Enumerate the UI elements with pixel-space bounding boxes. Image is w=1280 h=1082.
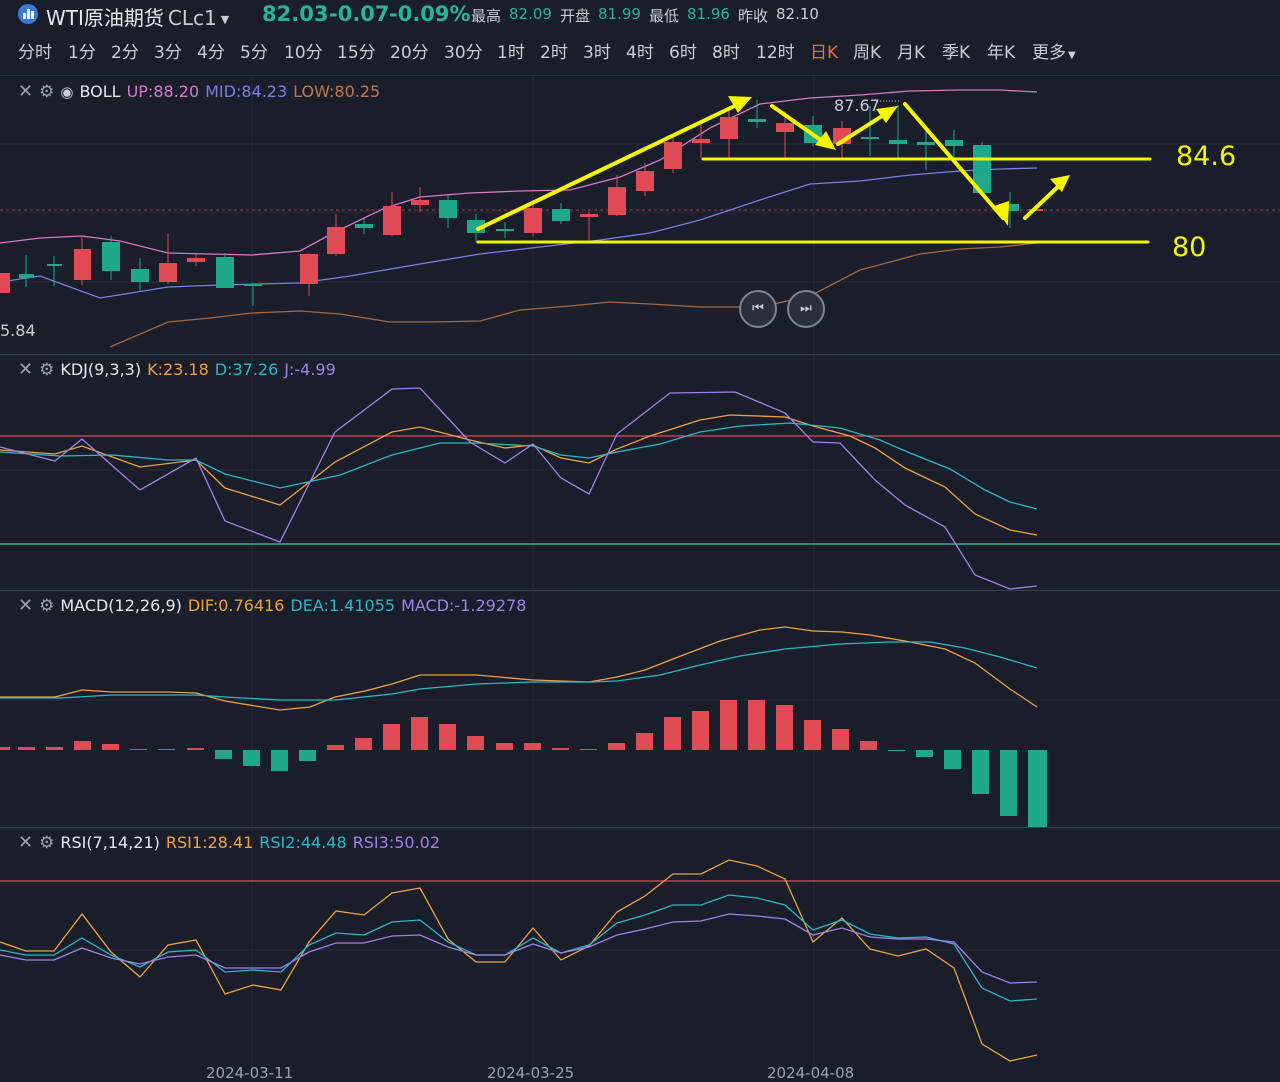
eye-icon[interactable]: ◉ [60,83,74,101]
timeframe-tab[interactable]: 20分 [390,43,429,63]
open-value: 81.99 [598,5,641,23]
timeframe-tab[interactable]: 4时 [626,43,654,63]
date-label: 2024-04-08 [767,1064,855,1082]
macd-histogram [0,700,1047,827]
symbol-selector[interactable]: WTI原油期货 CLc1 ▼ [46,2,229,31]
macd-value: MACD:-1.29278 [401,596,527,615]
low-price-mark: 5.84 [0,321,36,340]
prev-close-label: 昨收 [738,7,769,25]
kdj-k: K:23.18 [147,360,209,379]
more-timeframes-button[interactable]: 更多 ▼ [1032,38,1076,63]
kdj-d: D:37.26 [214,360,279,379]
last-price: 82.03 [262,2,329,26]
timeframe-bar: 分时 1分 2分 3分 4分 5分 10分 15分 20分 30分 1时 2时 … [0,36,1280,66]
prev-close-value: 82.10 [776,5,819,23]
settings-icon[interactable]: ⚙ [39,596,55,616]
timeframe-tab[interactable]: 年K [987,43,1016,63]
timeframe-tab[interactable]: 10分 [284,43,323,63]
rsi-legend: ✕ ⚙ RSI(7,14,21) RSI1:28.41 RSI2:44.48 RSI3:5… [18,832,446,853]
kdj-j-line [0,387,1038,590]
open-label: 开盘 [560,7,591,25]
rsi-name: RSI(7,14,21) [60,833,160,852]
timeframe-tab[interactable]: 1分 [68,43,96,63]
timeframe-tab[interactable]: 30分 [444,43,483,63]
timeframe-tab[interactable]: 15分 [337,43,376,63]
low-label: 最低 [649,7,680,25]
settings-icon[interactable]: ⚙ [39,833,55,853]
timeframe-tab[interactable]: 季K [942,43,971,63]
timeframe-tab[interactable]: 1时 [497,43,525,63]
high-value: 82.09 [509,5,552,23]
macd-legend: ✕ ⚙ MACD(12,26,9) DIF:0.76416 DEA:1.41055 MAC… [18,595,532,616]
timeframe-tab[interactable]: 6时 [669,43,697,63]
chevron-down-icon: ▼ [220,13,230,26]
prev-icon[interactable]: ⏮ [739,290,777,328]
boll-name: BOLL [79,82,121,101]
settings-icon[interactable]: ⚙ [39,82,55,102]
rsi2-line [0,894,1038,1002]
timeframe-tab[interactable]: 周K [853,43,882,63]
trend-annotations [476,96,1152,244]
settings-icon[interactable]: ⚙ [39,360,55,380]
timeframe-tab-active[interactable]: 日K [810,43,839,63]
date-label: 2024-03-25 [487,1064,575,1082]
chart-logo-icon [18,4,38,24]
boll-up: UP:88.20 [126,82,200,101]
chevron-down-icon: ▼ [1068,50,1076,61]
boll-legend: ✕ ⚙ ◉ BOLL UP:88.20 MID:84.23 LOW:80.25 [18,81,386,102]
macd-dea-line [0,641,1038,701]
level-label-low: 80 [1172,232,1207,263]
timeframe-tab[interactable]: 分时 [18,43,52,63]
close-icon[interactable]: ✕ [18,359,34,380]
kdj-name: KDJ(9,3,3) [60,360,142,379]
rsi3: RSI3:50.02 [352,833,441,852]
boll-mid-line [0,167,1038,299]
macd-dea: DEA:1.41055 [290,596,396,615]
timeframe-tab[interactable]: 8时 [712,43,740,63]
symbol-name: WTI原油期货 [46,6,164,30]
timeframe-tab[interactable]: 2时 [540,43,568,63]
high-label: 最高 [471,7,502,25]
timeframe-tab[interactable]: 2分 [111,43,139,63]
timeframe-tab[interactable]: 月K [897,43,926,63]
more-label: 更多 [1032,43,1066,63]
price-change-pct: -0.09% [389,2,471,26]
close-icon[interactable]: ✕ [18,81,34,102]
timeframe-tab[interactable]: 3时 [583,43,611,63]
rsi1: RSI1:28.41 [165,833,254,852]
timeframe-tab[interactable]: 3分 [154,43,182,63]
candles [0,100,1043,306]
price-change: -0.07 [329,2,390,26]
kdj-d-line [0,422,1038,510]
macd-dif: DIF:0.76416 [187,596,285,615]
boll-lower-line [109,242,1038,348]
high-price-mark: 87.67 [834,96,880,115]
boll-mid: MID:84.23 [205,82,288,101]
kdj-k-line [0,414,1038,536]
date-label: 2024-03-11 [206,1064,294,1082]
rsi2: RSI2:44.48 [259,833,347,852]
close-icon[interactable]: ✕ [18,832,34,853]
kdj-j: J:-4.99 [284,360,336,379]
level-label-high: 84.6 [1176,141,1237,172]
low-value: 81.96 [687,5,730,23]
boll-low: LOW:80.25 [293,82,381,101]
quote-header: WTI原油期货 CLc1 ▼ 82.03 -0.07 -0.09% 最高 82.09… [0,0,1280,30]
symbol-code: CLc1 [167,6,217,30]
timeframe-tab[interactable]: 4分 [197,43,225,63]
kdj-legend: ✕ ⚙ KDJ(9,3,3) K:23.18 D:37.26 J:-4.99 [18,359,342,380]
macd-dif-line [0,626,1038,711]
macd-name: MACD(12,26,9) [60,596,182,615]
grid [0,76,1280,1075]
timeframe-tab[interactable]: 5分 [240,43,268,63]
next-icon[interactable]: ⏭ [787,290,825,328]
boll-upper-line [0,89,1038,256]
rsi1-line [0,859,1038,1062]
close-icon[interactable]: ✕ [18,595,34,616]
timeframe-tab[interactable]: 12时 [756,43,795,63]
rsi3-line [0,913,1038,984]
